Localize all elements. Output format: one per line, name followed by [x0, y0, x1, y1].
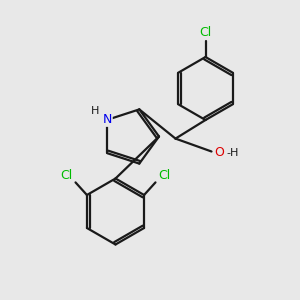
Text: Cl: Cl [200, 26, 211, 39]
Text: -H: -H [227, 148, 239, 158]
Text: H: H [91, 106, 99, 116]
Text: N: N [103, 113, 112, 126]
Text: Cl: Cl [158, 169, 171, 182]
Text: O: O [214, 146, 224, 160]
Text: Cl: Cl [60, 169, 73, 182]
